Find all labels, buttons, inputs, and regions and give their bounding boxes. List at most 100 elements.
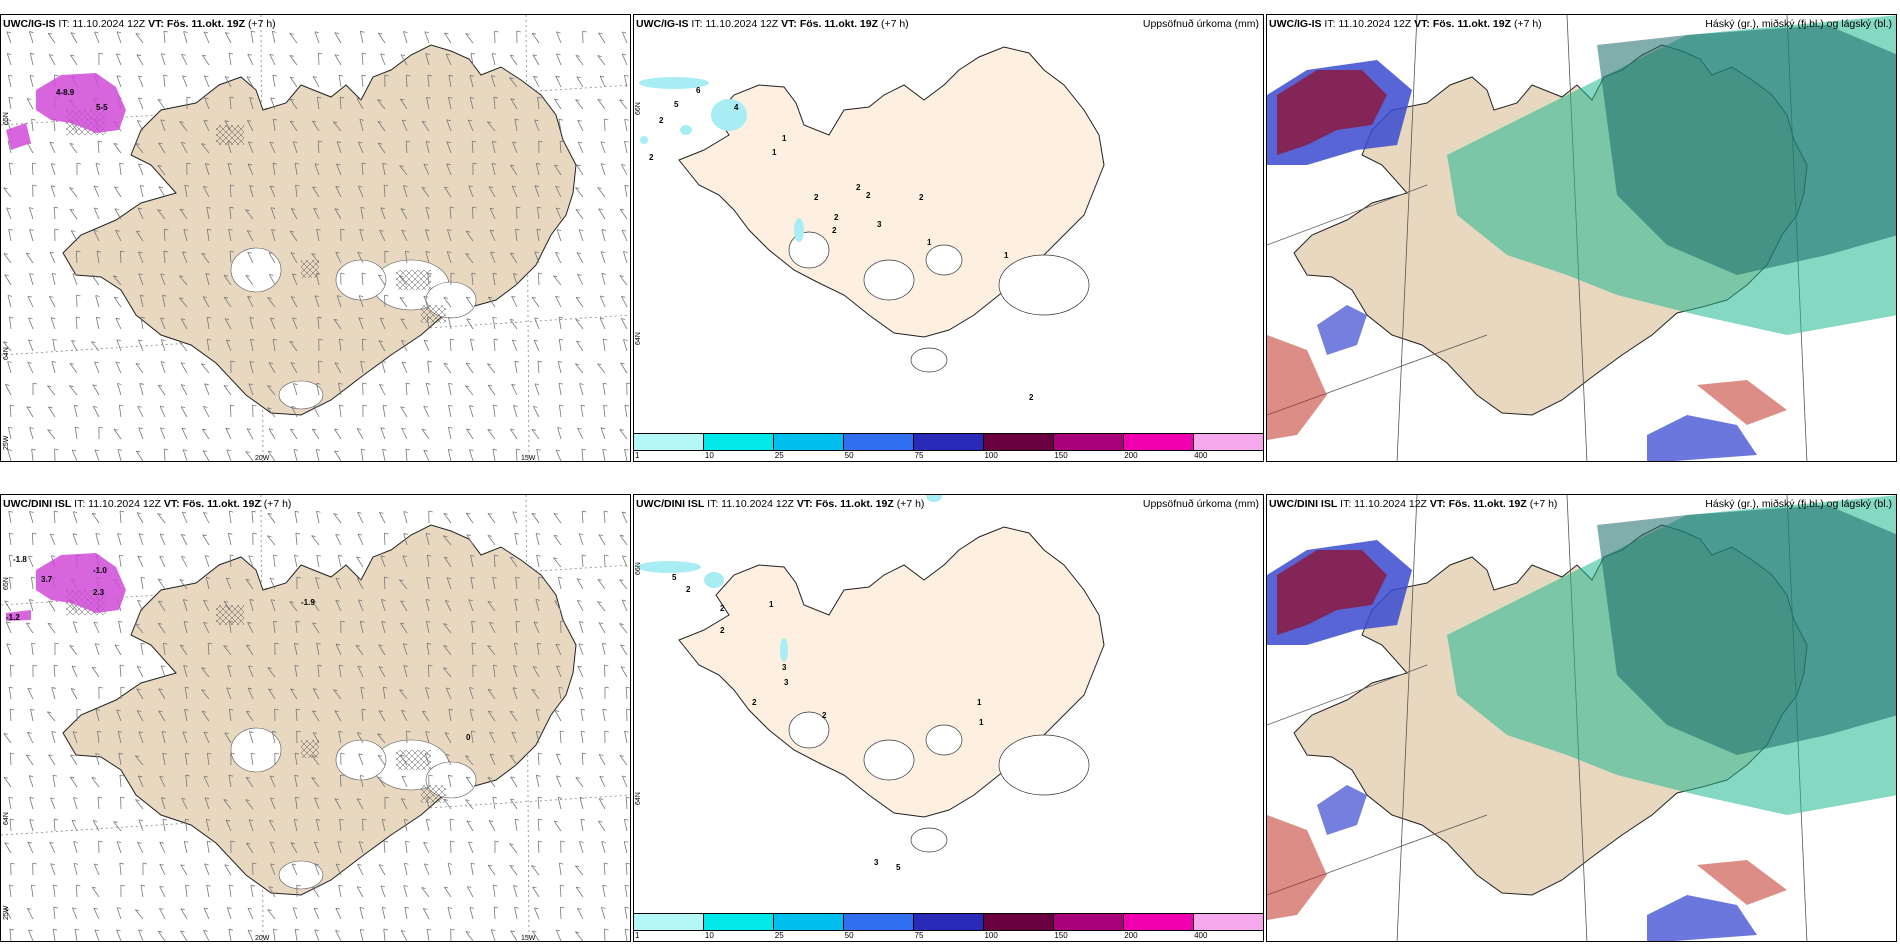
lon-label: 25W <box>3 435 10 450</box>
panel-title: Háský (gr.), miðský (fj.bl.) og lágský (… <box>1705 498 1892 510</box>
panel-dini-precip: UWC/DINI ISL IT: 11.10.2024 12Z VT: Fös.… <box>633 494 1264 942</box>
legend-swatch <box>774 434 844 450</box>
panel-ig-cloud: UWC/IG-IS IT: 11.10.2024 12Z VT: Fös. 11… <box>1266 14 1897 462</box>
legend-tick-label: 100 <box>984 451 998 460</box>
panel-header: UWC/IG-IS IT: 11.10.2024 12Z VT: Fös. 11… <box>3 18 276 30</box>
panel-ig-precip: UWC/IG-IS IT: 11.10.2024 12Z VT: Fös. 11… <box>633 14 1264 462</box>
map-value-label: -1.9 <box>301 598 315 607</box>
map-value-label: 1 <box>772 148 777 157</box>
legend-tick-label: 200 <box>1124 931 1138 940</box>
legend-swatch <box>1054 434 1124 450</box>
legend-swatch <box>914 434 984 450</box>
map-value-label: 3 <box>877 220 882 229</box>
map-value-label: 5 <box>896 863 901 872</box>
legend-swatch <box>1194 914 1263 930</box>
panel-dini-wind: UWC/DINI ISL IT: 11.10.2024 12Z VT: Fös.… <box>0 494 631 942</box>
lat-label: 64N <box>635 332 642 345</box>
legend-tick-label: 50 <box>844 451 854 460</box>
map-value-label: 1 <box>1004 251 1009 260</box>
panel-header: UWC/DINI ISL IT: 11.10.2024 12Z VT: Fös.… <box>636 498 925 510</box>
cloud-map <box>1267 495 1896 941</box>
legend-swatch <box>634 914 704 930</box>
lat-label: 64N <box>3 812 10 825</box>
map-value-label: 6 <box>696 86 701 95</box>
legend-tick-label: 150 <box>1054 451 1068 460</box>
map-value-label: 1 <box>979 718 984 727</box>
precip-legend-labels: 1 10 25 50 75 100 150 200 400 <box>634 931 1263 941</box>
legend-swatch <box>1054 914 1124 930</box>
precip-legend <box>634 913 1263 931</box>
map-value-label: 1 <box>977 698 982 707</box>
wind-map: 4-8.9 5-5 <box>1 15 630 461</box>
panel-title: Uppsöfnuð úrkoma (mm) <box>1142 18 1259 30</box>
lon-label: 15W <box>521 935 536 942</box>
map-value-label: 3 <box>874 858 879 867</box>
map-value-label: 4-8.9 <box>56 88 75 97</box>
legend-swatch <box>984 914 1054 930</box>
legend-swatch <box>844 434 914 450</box>
legend-tick-label: 400 <box>1194 931 1208 940</box>
panel-dini-cloud: UWC/DINI ISL IT: 11.10.2024 12Z VT: Fös.… <box>1266 494 1897 942</box>
legend-tick-label: 10 <box>704 931 714 940</box>
precip-legend-labels: 1 10 25 50 75 100 150 200 400 <box>634 451 1263 461</box>
legend-tick-label: 1 <box>635 931 640 940</box>
lat-label: 64N <box>635 792 642 805</box>
legend-tick-label: 400 <box>1194 451 1208 460</box>
map-value-label: 1 <box>769 600 774 609</box>
map-value-label: 2 <box>814 193 819 202</box>
map-value-label: 3.7 <box>41 575 53 584</box>
legend-swatch <box>1124 914 1194 930</box>
panel-title: Uppsöfnuð úrkoma (mm) <box>1142 498 1259 510</box>
lon-label: 15W <box>521 455 536 462</box>
legend-tick-label: 75 <box>914 931 924 940</box>
map-value-label: 2.3 <box>93 588 105 597</box>
map-value-label: 2 <box>866 191 871 200</box>
cloud-map <box>1267 15 1896 461</box>
panel-title: Háský (gr.), miðský (fj.bl.) og lágský (… <box>1705 18 1892 30</box>
map-value-label: 5 <box>674 100 679 109</box>
lon-label: 20W <box>255 935 270 942</box>
map-value-label: 2 <box>1029 393 1034 402</box>
map-value-label: 4 <box>734 103 739 112</box>
lon-label: 25W <box>3 905 10 920</box>
map-value-label: 2 <box>649 153 654 162</box>
map-value-label: 2 <box>720 626 725 635</box>
map-value-label: 2 <box>832 226 837 235</box>
map-value-label: 1 <box>782 134 787 143</box>
legend-tick-label: 25 <box>774 451 784 460</box>
map-value-label: 2 <box>686 585 691 594</box>
map-value-label: 2 <box>919 193 924 202</box>
lat-label: 65N <box>3 112 10 125</box>
legend-swatch <box>704 434 774 450</box>
map-value-label: 0 <box>466 733 471 742</box>
legend-tick-label: 10 <box>704 451 714 460</box>
map-value-label: 3 <box>782 663 787 672</box>
legend-tick-label: 75 <box>914 451 924 460</box>
wind-map: -1.8 -1.0 2.3 -1.2 3.7 -1.9 0 <box>1 495 630 941</box>
map-value-label: 2 <box>856 183 861 192</box>
legend-swatch <box>844 914 914 930</box>
panel-ig-wind: UWC/IG-IS IT: 11.10.2024 12Z VT: Fös. 11… <box>0 14 631 462</box>
legend-swatch <box>984 434 1054 450</box>
panel-header: UWC/IG-IS IT: 11.10.2024 12Z VT: Fös. 11… <box>1269 18 1542 30</box>
panel-header: UWC/DINI ISL IT: 11.10.2024 12Z VT: Fös.… <box>3 498 292 510</box>
map-value-label: 2 <box>834 213 839 222</box>
map-value-label: -1.2 <box>6 613 20 622</box>
map-value-label: 2 <box>659 116 664 125</box>
legend-tick-label: 100 <box>984 931 998 940</box>
map-value-label: 3 <box>784 678 789 687</box>
legend-swatch <box>774 914 844 930</box>
map-value-label: -1.0 <box>93 566 107 575</box>
legend-tick-label: 150 <box>1054 931 1068 940</box>
map-value-label: -1.8 <box>13 555 27 564</box>
legend-tick-label: 200 <box>1124 451 1138 460</box>
legend-tick-label: 50 <box>844 931 854 940</box>
map-value-label: 2 <box>822 711 827 720</box>
legend-swatch <box>914 914 984 930</box>
legend-tick-label: 1 <box>635 451 640 460</box>
map-value-label: 2 <box>752 698 757 707</box>
panel-header: UWC/DINI ISL IT: 11.10.2024 12Z VT: Fös.… <box>1269 498 1558 510</box>
legend-swatch <box>1124 434 1194 450</box>
precip-legend <box>634 433 1263 451</box>
